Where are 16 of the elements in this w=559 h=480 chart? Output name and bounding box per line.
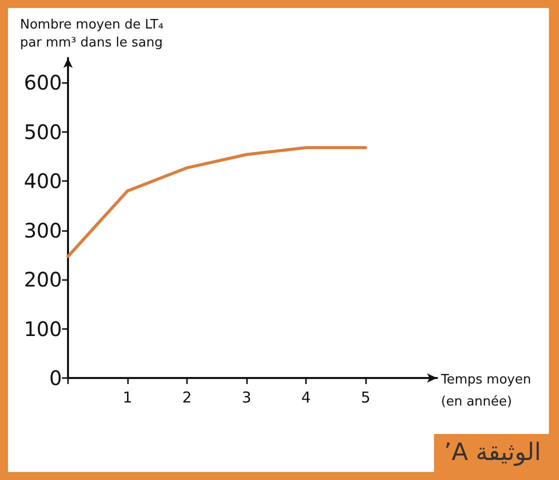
x-tick-label: 5 bbox=[360, 388, 370, 406]
y-tick-label: 600 bbox=[24, 70, 62, 95]
x-tick-label: 4 bbox=[301, 388, 311, 406]
y-tick-label: 200 bbox=[24, 268, 62, 292]
x-tick-label: 3 bbox=[242, 388, 252, 406]
line-series bbox=[66, 146, 368, 258]
y-tick-label: 400 bbox=[24, 169, 62, 194]
x-tick-label: 1 bbox=[122, 388, 132, 406]
x-axis-title: Temps moyen (en année) bbox=[440, 372, 532, 410]
y-tick-label: 0 bbox=[49, 366, 62, 390]
y-tick-label: 500 bbox=[24, 120, 62, 144]
y-axis-title: Nombre moyen de LT₄ par mm³ dans le sang bbox=[20, 18, 164, 50]
y-tick-label: 300 bbox=[24, 218, 62, 242]
text: الوثيقة A’ bbox=[444, 438, 541, 466]
y-tick-label: 100 bbox=[24, 316, 62, 341]
x-tick-label: 2 bbox=[182, 388, 192, 406]
